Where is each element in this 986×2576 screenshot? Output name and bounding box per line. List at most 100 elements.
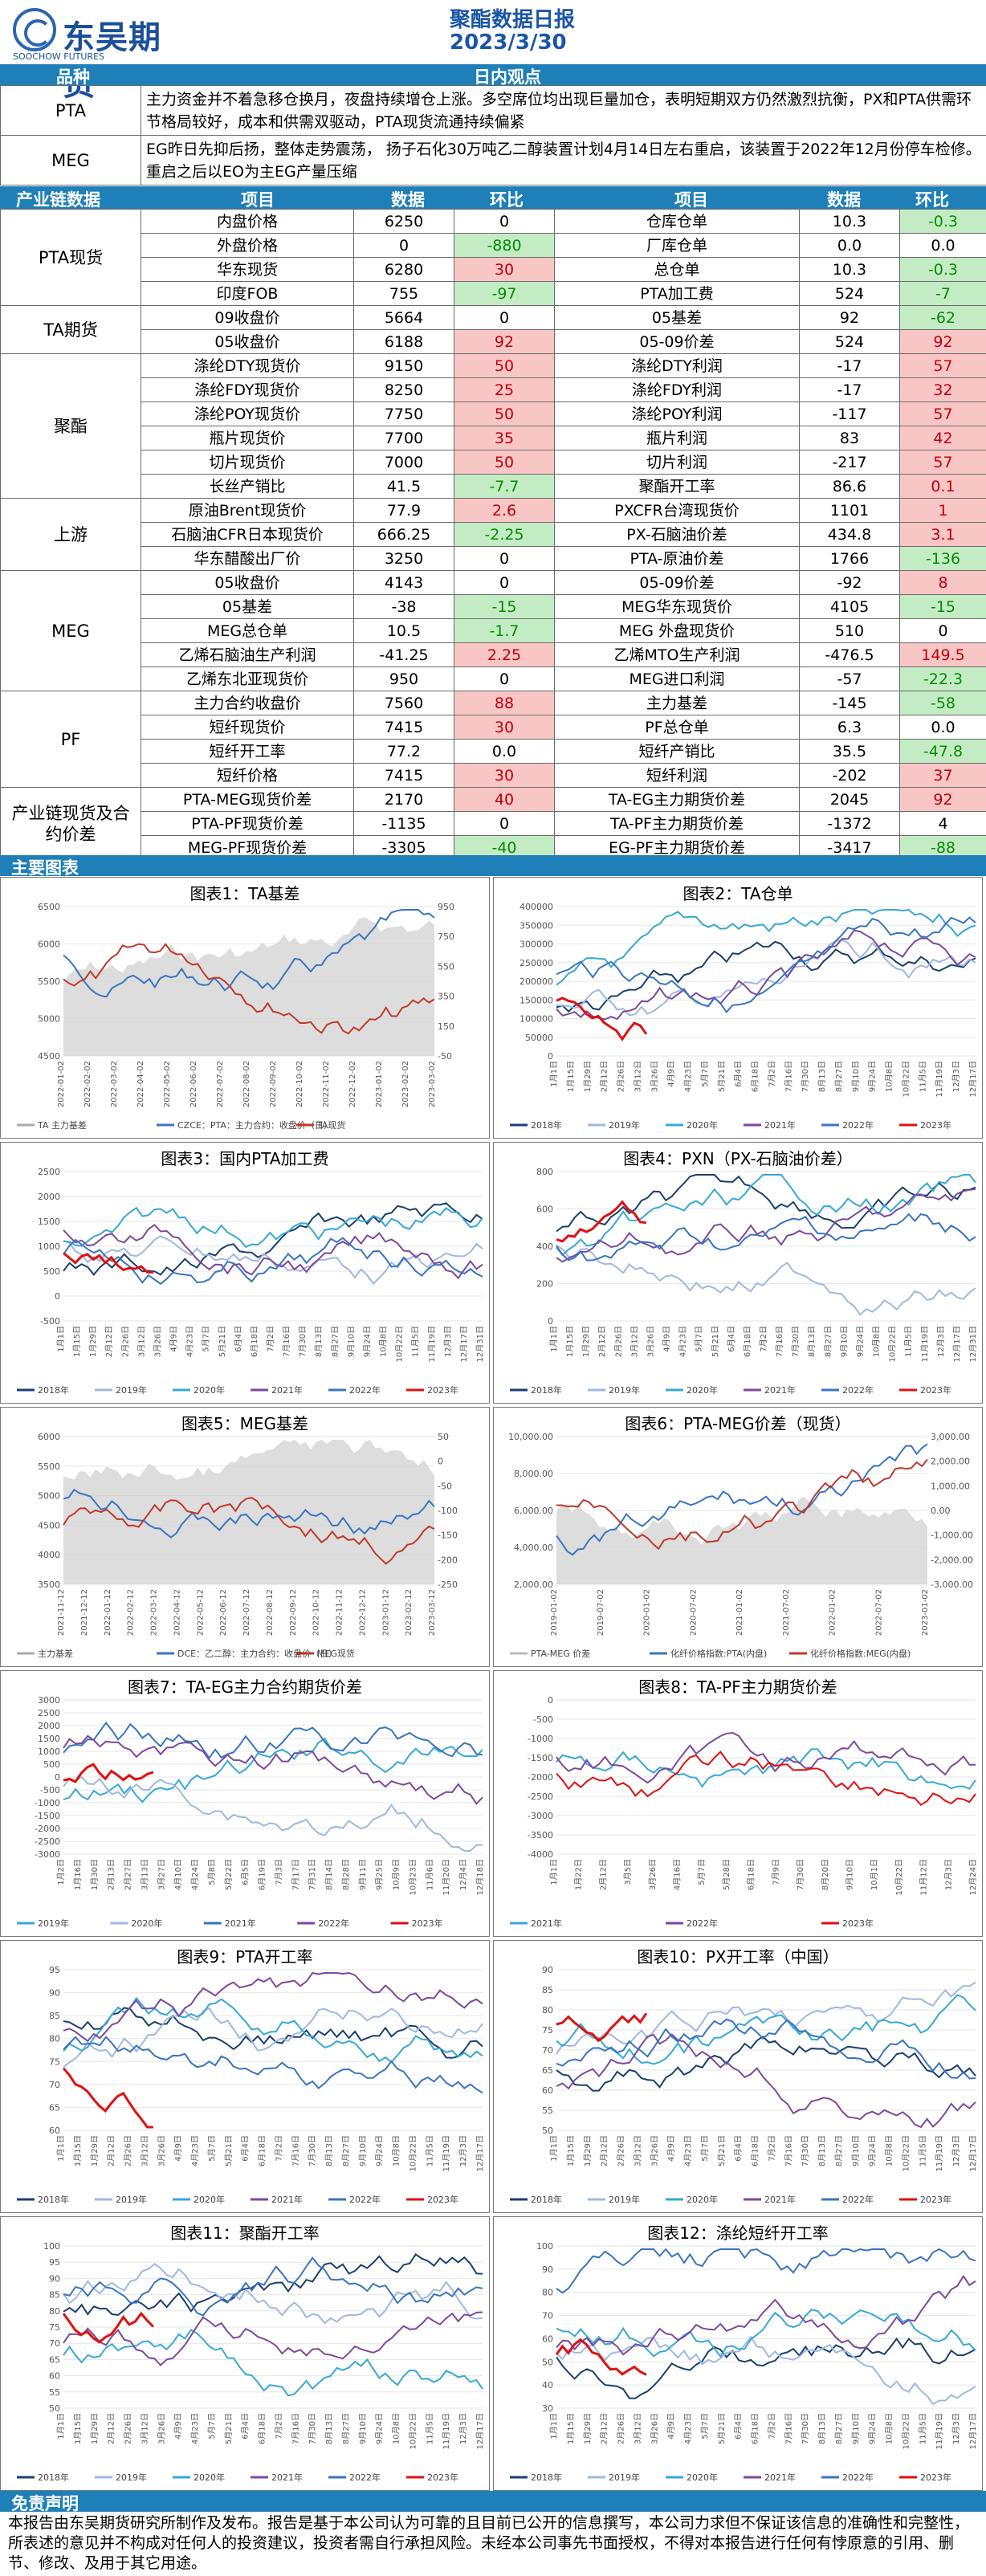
x-tick-label: 5月7日	[700, 2135, 710, 2162]
y-tick-label: 60	[49, 2126, 60, 2136]
x-tick-label: 12月17日	[459, 1326, 469, 1362]
item-change: 3.1	[899, 522, 986, 547]
legend-label: 2023年	[427, 2194, 458, 2205]
obs-header-col2: 日内观点	[474, 67, 541, 87]
logo-sub: SOOCHOW FUTURES	[13, 51, 105, 62]
y-tick-label: 85	[49, 2290, 60, 2301]
item-change: 42	[899, 426, 986, 450]
x-tick-label: 4月23日	[185, 1326, 195, 1357]
x-tick-label: 7月16日	[784, 2413, 793, 2444]
legend-label: 2020年	[194, 2472, 225, 2483]
item-value: 4105	[799, 594, 900, 619]
y-tick-label: -3000	[528, 1811, 553, 1821]
chart-svg: 10,000.00 8,000.00 6,000.00 4,000.00 2,000.0…	[508, 1432, 973, 1659]
x-tick-label: 8月13日	[324, 2413, 334, 2444]
legend-label: 2021年	[764, 2194, 796, 2205]
item-value: 2045	[799, 787, 900, 812]
x-tick-label: 12月3日	[943, 1859, 953, 1890]
x-tick-label: 3月26日	[153, 1326, 162, 1357]
item-label: 05收盘价	[141, 570, 354, 595]
chart-title: 图表9：PTA开工率	[177, 1947, 313, 1967]
item-label: 内盘价格	[141, 209, 354, 234]
x-tick-label: 3月26日	[648, 1859, 658, 1890]
item-change: 88	[454, 691, 555, 715]
x-tick-label: 11月19日	[442, 2413, 451, 2449]
x-tick-label: 1月15日	[566, 1061, 576, 1092]
x-tick-label: 6月4日	[241, 2135, 251, 2162]
disclaimer: 免责声明 本报告由东吴期货研究所制作及发布。报告是基于本公司认为可靠的且目前已公…	[0, 2491, 986, 2576]
x-tick-label: 11月5日	[425, 2135, 434, 2166]
y-tick-label: 80	[542, 2288, 553, 2298]
series-line	[63, 1738, 483, 1804]
y-tick-label: -2000	[35, 1824, 60, 1834]
x-tick-label: 6月4日	[734, 1061, 744, 1087]
x-tick-label: 9月10日	[845, 1859, 854, 1890]
y2-tick-label: -3,000.00	[931, 1579, 973, 1590]
y2-tick-label: -200	[438, 1555, 458, 1565]
item-label: 仓库仓单	[554, 209, 800, 234]
x-tick-label: 4月23日	[678, 1326, 688, 1357]
series-line	[556, 1188, 976, 1263]
chart-panel: 图表10：PX开工率（中国） 90 85 80 75 70 65 60 55 50 1月1日 1月15…	[493, 1940, 983, 2213]
series-line	[63, 2263, 483, 2325]
y-tick-label: 2500	[38, 1167, 60, 1177]
chart-svg: 3000 2500 2000 1500 1000 500 0 -500 -1000 -1500 -2…	[17, 1695, 485, 1929]
x-tick-label: 2019-07-02	[597, 1589, 605, 1636]
chart-title: 图表8：TA-PF主力期货价差	[638, 1677, 837, 1697]
y-tick-label: 6000	[38, 940, 60, 950]
y-tick-label: 30	[542, 2403, 553, 2414]
item-change: 0	[454, 570, 555, 595]
x-tick-label: 1月1日	[549, 1061, 559, 1087]
x-tick-label: 11月5日	[904, 1326, 914, 1357]
x-tick-label: 7月2日	[274, 2135, 283, 2162]
item-change: -880	[454, 233, 555, 258]
x-tick-label: 2月12日	[600, 2413, 609, 2444]
item-change: 4	[899, 811, 986, 836]
item-label: 石脑油CFR日本现货价	[141, 522, 354, 547]
x-tick-label: 4月9日	[662, 1326, 672, 1352]
y2-tick-label: 0	[438, 1457, 443, 1467]
item-value: 510	[799, 618, 900, 643]
item-label: 主力基差	[554, 691, 800, 715]
item-value: 7415	[353, 763, 454, 788]
item-value: 86.6	[799, 474, 900, 499]
item-label: PF总仓单	[554, 715, 800, 740]
chain-row: 外盘价格 0 -880 厂库仓单 0.0 0.0	[1, 233, 986, 258]
report-date: 2023/3/30	[450, 31, 567, 55]
item-label: MEG 外盘现货价	[554, 618, 800, 643]
y2-tick-label: 3,000.00	[931, 1432, 970, 1442]
x-tick-label: 4月23日	[190, 2135, 200, 2166]
legend-label: MEG现货	[317, 1648, 355, 1659]
chart-title: 图表4：PXN（PX-石脑油价差）	[623, 1149, 853, 1168]
x-tick-label: 2022-12-12	[358, 1589, 367, 1636]
item-label: 05收盘价	[141, 329, 354, 354]
y2-tick-label: 950	[438, 902, 454, 912]
item-change: 92	[899, 329, 986, 354]
y-tick-label: 800	[536, 1167, 553, 1177]
y-tick-label: 85	[49, 2011, 60, 2021]
y-tick-label: 200	[536, 1279, 553, 1290]
x-tick-label: 2022-11-02	[322, 1061, 331, 1107]
item-change: -7.7	[454, 474, 555, 499]
x-tick-label: 6月5日	[241, 1859, 251, 1885]
y-tick-label: 2500	[38, 1708, 60, 1718]
series-line	[62, 2067, 153, 2129]
x-tick-label: 11月6日	[425, 1859, 434, 1890]
x-tick-label: 1月1日	[56, 2413, 66, 2439]
x-tick-label: 9月24日	[362, 1326, 372, 1357]
y-tick-label: 2,000.00	[514, 1579, 553, 1590]
y-tick-label: 40	[542, 2380, 553, 2391]
x-tick-label: 11月19日	[935, 2413, 944, 2449]
x-tick-label: 7月30日	[308, 2413, 317, 2444]
series-line	[556, 1174, 976, 1233]
x-tick-label: 10月8日	[885, 1061, 894, 1092]
chart-title: 图表6：PTA-MEG价差（现货）	[625, 1414, 851, 1433]
item-value: 6250	[353, 209, 454, 234]
x-tick-label: 10月22日	[901, 1061, 911, 1097]
x-tick-label: 9月25日	[375, 1859, 385, 1890]
item-change: 40	[454, 787, 555, 812]
x-tick-label: 12月3日	[936, 1326, 946, 1357]
chart-title: 图表5：MEG基差	[181, 1414, 309, 1433]
